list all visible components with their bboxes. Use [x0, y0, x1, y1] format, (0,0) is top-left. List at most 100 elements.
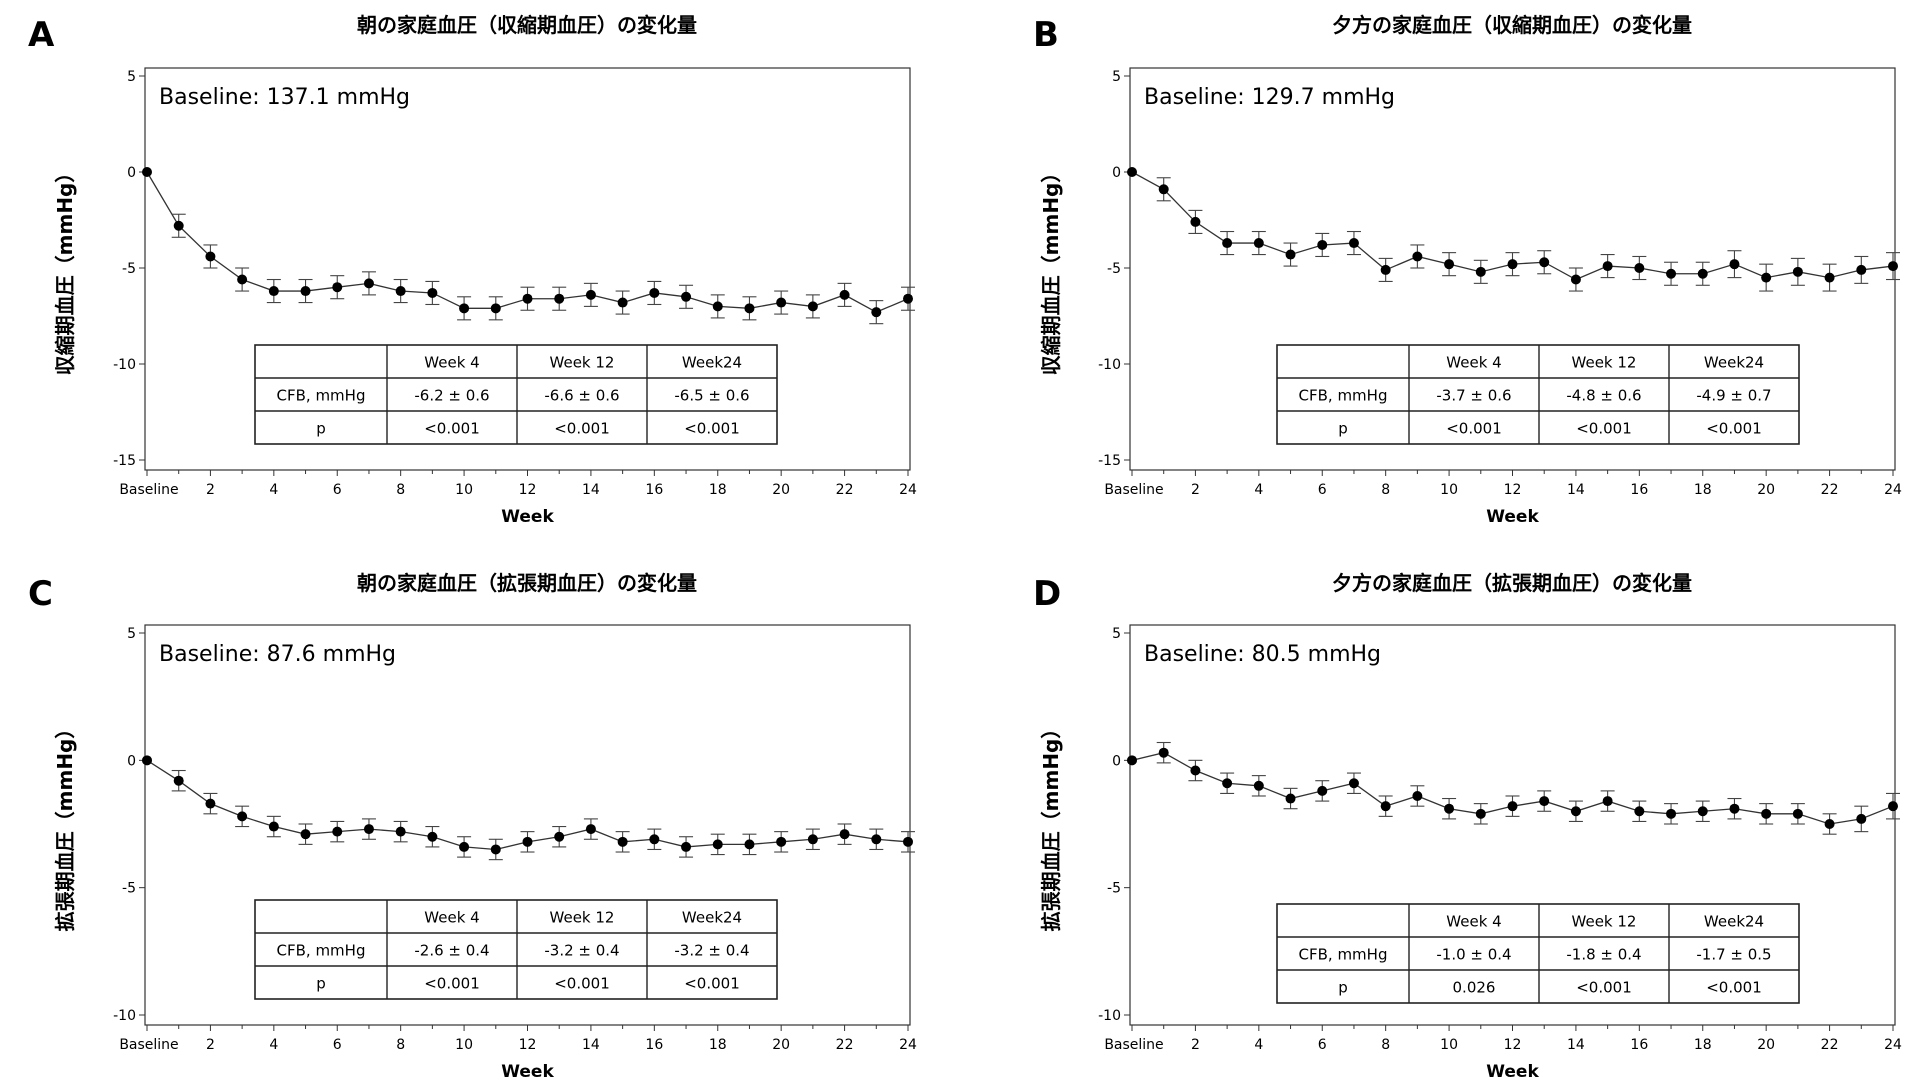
- data-point: [1190, 765, 1201, 776]
- y-tick-label: -5: [122, 881, 136, 897]
- data-point: [1222, 238, 1233, 249]
- table-cell: <0.001: [1706, 979, 1762, 997]
- data-point: [807, 834, 818, 845]
- data-point: [237, 274, 248, 285]
- x-tick-label: 18: [1694, 482, 1712, 498]
- x-tick-label: Baseline: [119, 482, 178, 498]
- x-tick-label: 14: [582, 1037, 600, 1053]
- data-point: [1602, 261, 1613, 272]
- table-cell: -3.2 ± 0.4: [544, 942, 619, 960]
- panel-letter: A: [28, 15, 55, 55]
- data-point: [712, 301, 723, 312]
- table-cell: CFB, mmHg: [1299, 387, 1388, 405]
- data-point: [1856, 813, 1867, 824]
- data-point: [395, 826, 406, 837]
- summary-table: [1276, 344, 1800, 445]
- x-axis-label: Week: [1486, 507, 1539, 527]
- data-point: [1253, 780, 1264, 791]
- x-axis-label: Week: [501, 1062, 554, 1080]
- x-tick-label: 8: [396, 1037, 405, 1053]
- data-point: [363, 824, 374, 835]
- table-header-cell: Week 4: [1446, 354, 1501, 372]
- y-tick-label: 0: [1112, 165, 1121, 181]
- panel-b: B 夕方の家庭血圧（収縮期血圧）の変化量 Baseline: 129.7 mmHg 5…: [1033, 13, 1902, 527]
- table-cell: -3.7 ± 0.6: [1436, 387, 1511, 405]
- y-axis-label: 拡張期血圧（mmHg）: [1039, 719, 1063, 932]
- chart-title: 朝の家庭血圧（拡張期血圧）の変化量: [357, 571, 697, 595]
- x-tick-label: Baseline: [1104, 482, 1163, 498]
- x-tick-label: 10: [455, 482, 473, 498]
- table-cell: -2.6 ± 0.4: [414, 942, 489, 960]
- table-cell: p: [316, 420, 326, 438]
- data-point: [839, 829, 850, 840]
- y-tick-label: -10: [1098, 1008, 1121, 1024]
- x-tick-label: 6: [333, 482, 342, 498]
- data-point: [1127, 167, 1137, 177]
- data-point: [871, 307, 882, 318]
- y-axis-label: 拡張期血圧（mmHg）: [53, 719, 77, 932]
- table-header-cell: Week 12: [1572, 354, 1637, 372]
- x-tick-label: Baseline: [1104, 1037, 1163, 1053]
- x-tick-label: 2: [1191, 482, 1200, 498]
- baseline-label: Baseline: 87.6 mmHg: [159, 642, 396, 667]
- data-point: [427, 287, 438, 298]
- data-point: [1317, 785, 1328, 796]
- data-point: [1444, 803, 1455, 814]
- table-cell: -1.7 ± 0.5: [1696, 946, 1771, 964]
- x-tick-label: 14: [1567, 1037, 1585, 1053]
- data-point: [1348, 778, 1359, 789]
- x-tick-label: 4: [1254, 1037, 1263, 1053]
- x-tick-label: 16: [645, 482, 663, 498]
- data-point: [142, 167, 152, 177]
- data-point: [585, 824, 596, 835]
- x-tick-label: 4: [1254, 482, 1263, 498]
- data-point: [1824, 272, 1835, 283]
- data-point: [585, 289, 596, 300]
- data-point: [332, 826, 343, 837]
- table-cell: -4.8 ± 0.6: [1566, 387, 1641, 405]
- table-cell: CFB, mmHg: [1299, 946, 1388, 964]
- x-tick-label: 12: [519, 1037, 537, 1053]
- table-cell: p: [1338, 420, 1348, 438]
- data-point: [649, 834, 660, 845]
- x-tick-label: 22: [1821, 482, 1839, 498]
- table-cell: -6.6 ± 0.6: [544, 387, 619, 405]
- y-tick-label: 5: [127, 626, 136, 642]
- y-axis-label: 収縮期血圧（mmHg）: [53, 163, 77, 376]
- data-point: [1380, 801, 1391, 812]
- y-tick-label: 0: [127, 165, 136, 181]
- data-point: [1539, 257, 1550, 268]
- x-tick-label: 2: [206, 1037, 215, 1053]
- table-header-cell: Week24: [1704, 913, 1764, 931]
- data-point: [1792, 808, 1803, 819]
- x-tick-label: 18: [709, 1037, 727, 1053]
- data-point: [1666, 808, 1677, 819]
- data-point: [268, 821, 279, 832]
- data-point: [1729, 259, 1740, 270]
- table-cell: <0.001: [554, 420, 610, 438]
- data-point: [1507, 801, 1518, 812]
- x-tick-label: 24: [1884, 1037, 1902, 1053]
- data-point: [173, 220, 184, 231]
- data-point: [1380, 264, 1391, 275]
- summary-table: [1276, 903, 1800, 1004]
- x-axis-label: Week: [501, 507, 554, 527]
- data-point: [1253, 238, 1264, 249]
- data-point: [490, 303, 501, 314]
- data-point: [1602, 796, 1613, 807]
- data-point: [1761, 272, 1772, 283]
- table-cell: -6.2 ± 0.6: [414, 387, 489, 405]
- table-header-cell: Week 4: [424, 909, 479, 927]
- data-point: [807, 301, 818, 312]
- table-cell: <0.001: [424, 420, 480, 438]
- data-point: [744, 839, 755, 850]
- data-point: [300, 829, 311, 840]
- x-tick-label: 4: [269, 482, 278, 498]
- y-tick-label: -10: [113, 1008, 136, 1024]
- y-tick-label: -5: [1107, 261, 1121, 277]
- x-tick-label: 24: [1884, 482, 1902, 498]
- data-point: [300, 286, 311, 297]
- panel-d: D 夕方の家庭血圧（拡張期血圧）の変化量 Baseline: 80.5 mmHg 5 0…: [1033, 571, 1902, 1080]
- data-point: [681, 291, 692, 302]
